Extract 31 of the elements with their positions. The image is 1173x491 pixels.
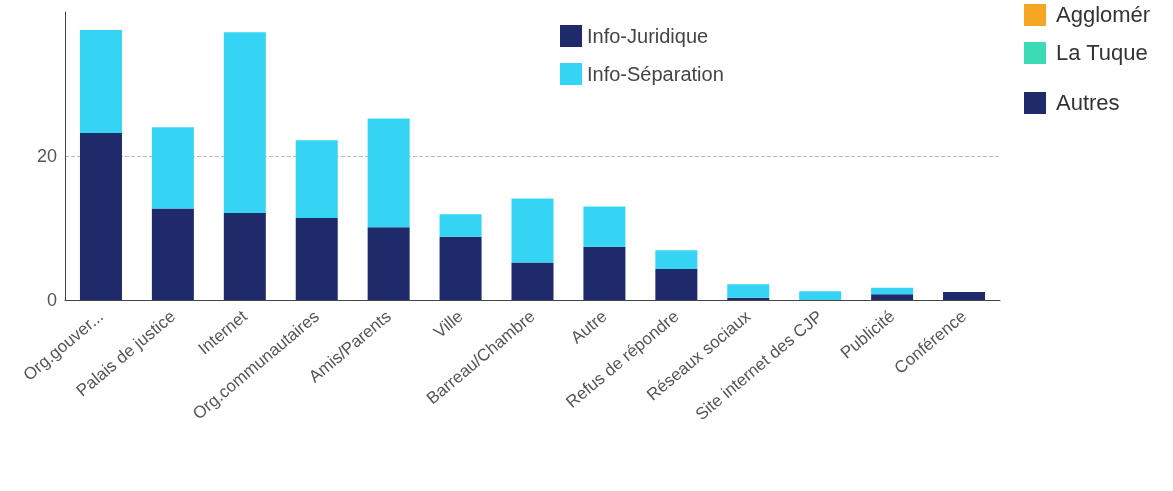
bar [223,212,266,300]
category-label: Autres [1056,90,1120,116]
bar [943,292,986,300]
legend-label: Info-Juridique [587,25,709,47]
y-tick-label: 0 [46,290,57,310]
legend-label: Info-Séparation [587,63,724,85]
bar [871,294,914,300]
bar [151,127,194,209]
y-tick-label: 20 [36,146,57,166]
bar [295,217,338,300]
bar [799,291,842,300]
bar [151,208,194,300]
bar [295,140,338,218]
category-label: La Tuque [1056,40,1148,66]
bar [79,30,122,133]
bar [655,250,698,270]
bar [367,118,410,228]
bar [439,236,482,300]
bar [727,284,770,298]
category-label: Agglomér [1056,2,1151,28]
bar [871,287,914,295]
bar [511,198,554,263]
bar [655,269,698,300]
bar [583,246,626,300]
bar [583,206,626,247]
bar [727,297,770,300]
bar [223,32,266,213]
bar [367,227,410,300]
bar [79,132,122,300]
bar [439,214,482,237]
bar [511,262,554,300]
